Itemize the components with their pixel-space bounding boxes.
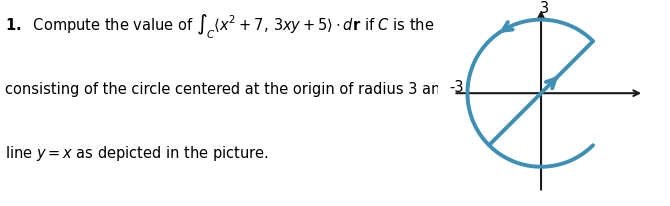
Text: line $y=x$ as depicted in the picture.: line $y=x$ as depicted in the picture. (5, 144, 269, 163)
Text: consisting of the circle centered at the origin of radius 3 and the: consisting of the circle centered at the… (5, 82, 478, 97)
Text: -3: -3 (450, 80, 464, 95)
Text: 3: 3 (540, 1, 549, 16)
Text: $\mathbf{1.}$  Compute the value of $\int_C \langle x^2+7,\,3xy+5\rangle \cdot d: $\mathbf{1.}$ Compute the value of $\int… (5, 12, 480, 41)
